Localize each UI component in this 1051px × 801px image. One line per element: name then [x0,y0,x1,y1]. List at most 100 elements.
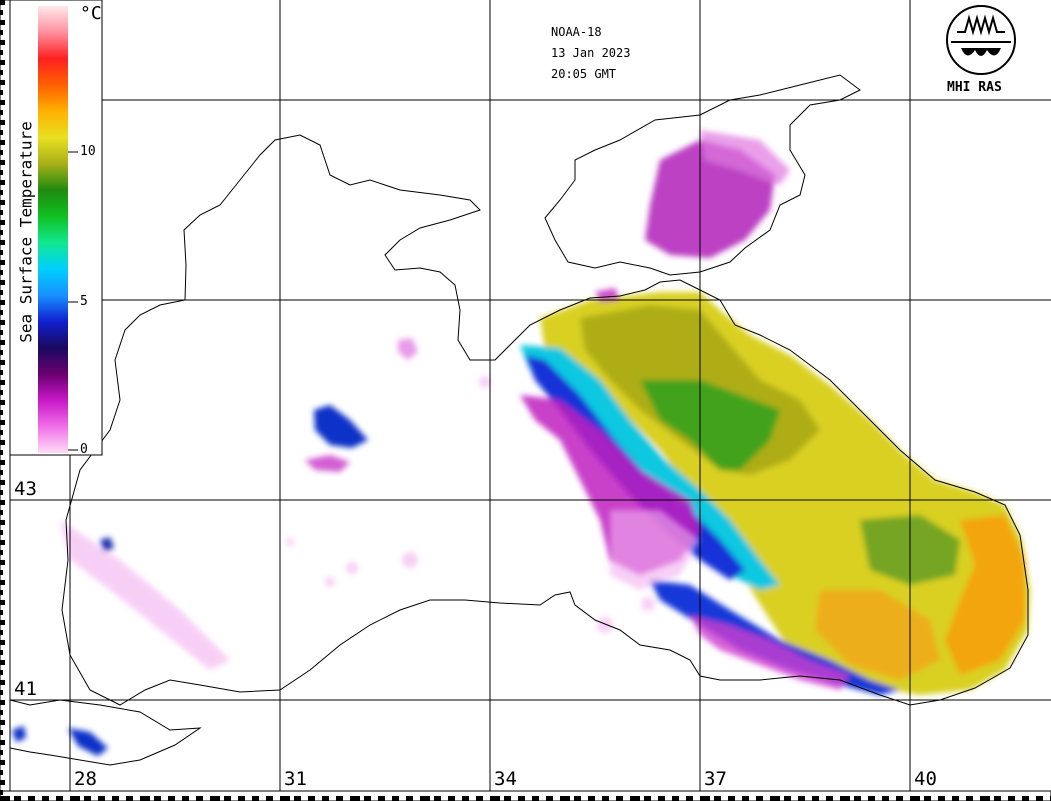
ruler-tick [0,720,5,725]
ruler-tick [266,796,273,801]
sst-kerch-patch [595,288,620,302]
sst-sw-patch-2 [12,726,26,742]
ruler-tick [0,710,3,715]
ruler-tick [56,796,63,801]
ruler-tick [0,250,3,255]
ruler-tick [0,190,3,195]
ruler-tick [224,796,231,801]
ruler-tick [0,130,3,135]
ruler-tick [0,750,3,755]
organization-label: MHI RAS [947,80,1002,95]
ruler-tick [0,670,3,675]
ruler-tick [742,796,749,801]
ruler-tick [0,540,5,545]
ruler-tick [0,440,5,445]
ruler-tick [0,770,3,775]
ruler-tick [630,796,640,801]
ruler-tick [378,796,385,801]
acquisition-date: 13 Jan 2023 [551,46,631,60]
ruler-tick [308,796,315,801]
ruler-tick [994,796,1001,801]
ruler-tick [196,796,203,801]
sst-green-region [640,380,780,470]
longitude-label-28: 28 [74,768,97,790]
ruler-tick [1008,796,1015,801]
ruler-tick [0,350,3,355]
ruler-tick [910,796,920,801]
colorbar-tick-10: 10 [80,144,96,159]
ruler-tick [0,790,3,795]
ruler-tick [0,450,3,455]
ruler-tick [0,570,3,575]
ruler-tick [0,0,5,5]
colorbar-strip [38,6,68,453]
ruler-tick [798,796,805,801]
ruler-tick [0,230,3,235]
ruler-tick [14,796,21,801]
colorbar-title: Sea Surface Temperature [16,121,36,343]
mhi-ras-logo-icon [946,5,1016,75]
ruler-tick [854,796,861,801]
ruler-tick [784,796,791,801]
ruler-tick [0,80,5,85]
ruler-tick [434,796,441,801]
ruler-tick [294,796,301,801]
ruler-tick [952,796,959,801]
ruler-tick [126,796,133,801]
sst-west-patch-outline [305,455,350,472]
ruler-tick [0,420,5,425]
ruler-tick [0,340,5,345]
ruler-tick [756,796,763,801]
ruler-tick [0,220,5,225]
sst-magenta-patch-north [398,338,418,360]
ruler-tick [0,730,3,735]
ruler-tick [112,796,119,801]
ruler-tick [0,580,5,585]
ruler-tick [490,796,500,801]
colorbar-tick-0: 0 [80,442,88,457]
ruler-tick [0,40,5,45]
ruler-tick [0,300,5,305]
ruler-tick [0,500,5,505]
ruler-tick [322,796,329,801]
ruler-tick [0,740,5,745]
ruler-tick [700,796,710,801]
ruler-tick [210,796,220,801]
ruler-tick [0,210,3,215]
sst-orange-east [945,515,1025,675]
ruler-tick [0,90,3,95]
ruler-tick [938,796,945,801]
ruler-tick [0,760,5,765]
acquisition-time: 20:05 GMT [551,67,617,81]
sst-small-patch [100,537,114,552]
ruler-tick [0,180,5,185]
longitude-label-40: 40 [914,768,937,790]
ruler-tick [840,796,850,801]
ruler-tick [0,330,3,335]
ruler-tick [0,150,3,155]
ruler-tick [532,796,539,801]
ruler-tick [154,796,161,801]
ruler-tick [0,796,10,801]
sst-azov-light [700,130,790,185]
ruler-tick [0,660,5,665]
latitude-label-43: 43 [14,478,37,500]
ruler-tick [0,170,3,175]
ruler-tick [658,796,665,801]
ruler-tick [602,796,609,801]
ruler-tick [0,160,5,165]
ruler-tick [0,690,3,695]
ruler-tick [0,510,3,515]
ruler-tick [0,10,3,15]
ruler-tick [0,700,5,705]
colorbar [9,0,103,456]
ruler-tick [574,796,581,801]
ruler-tick [0,100,5,105]
ruler-tick [0,110,3,115]
ruler-tick [0,530,3,535]
ruler-tick [686,796,693,801]
ruler-tick [42,796,49,801]
ruler-tick [0,360,5,365]
